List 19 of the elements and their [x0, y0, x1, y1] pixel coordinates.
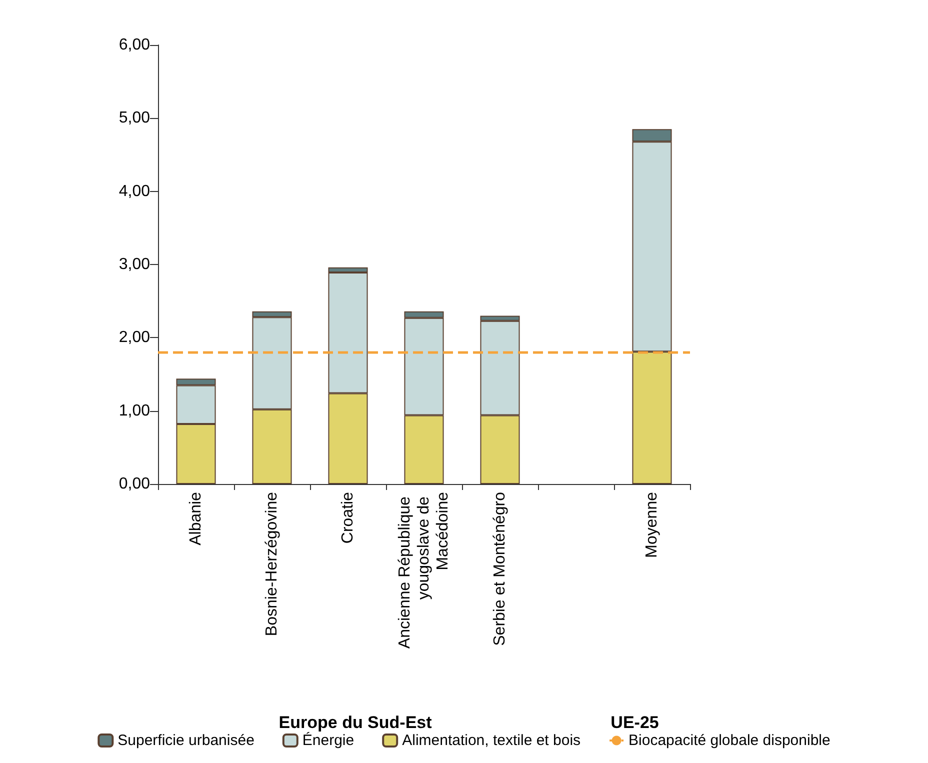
text: UE-25	[610, 713, 659, 732]
x-tick-label: Ancienne République yougoslave de Macédoine	[396, 492, 452, 649]
y-tick-label: 2,00	[118, 329, 150, 346]
legend-label: Biocapacité globale disponible	[628, 732, 830, 749]
x-tick-label: Serbie et Monténégro	[492, 492, 508, 646]
x-tick-label: Bosnie-Herzégovine	[264, 492, 280, 636]
x-tick-label: Moyenne	[644, 492, 660, 558]
y-tick-label: 4,00	[118, 182, 150, 200]
legend-label: Superficie urbanisée	[118, 732, 254, 749]
y-tick-label: 3,00	[118, 256, 150, 273]
legend-label: Énergie	[302, 731, 354, 749]
x-tick-label: Albanie	[188, 492, 204, 546]
x-tick-label: Croatie	[340, 492, 356, 544]
y-tick-label: 0,00	[118, 476, 150, 492]
y-tick-label: 1,00	[118, 402, 150, 420]
legend-label: Alimentation, textile et bois	[402, 732, 581, 749]
y-tick-label: 6,00	[118, 36, 150, 54]
y-tick-label: 5,00	[118, 110, 150, 127]
text: Europe du Sud-Est	[278, 713, 432, 732]
